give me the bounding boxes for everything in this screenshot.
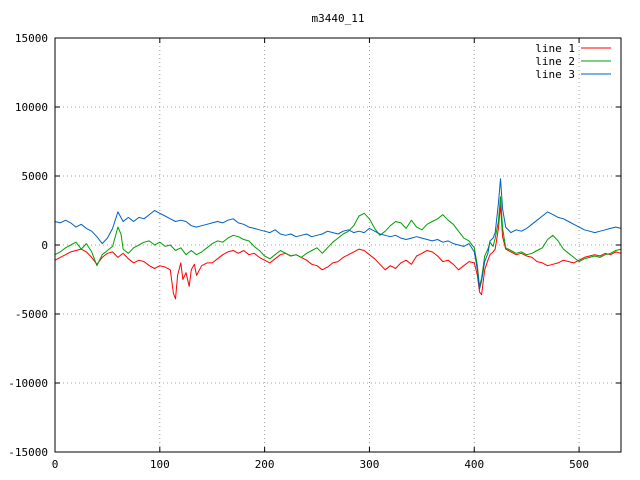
grid <box>55 38 621 452</box>
y-tick-label: -5000 <box>15 308 48 321</box>
x-tick-label: 100 <box>150 458 170 471</box>
y-tick-label: 15000 <box>15 32 48 45</box>
chart-title: m3440_11 <box>312 12 365 25</box>
x-tick-label: 500 <box>569 458 589 471</box>
legend-label-1: line 1 <box>535 42 575 55</box>
y-tick-label: 0 <box>41 239 48 252</box>
x-tick-label: 300 <box>360 458 380 471</box>
series-line-2 <box>54 196 622 287</box>
y-tick-label: -10000 <box>8 377 48 390</box>
series-line-3 <box>54 178 622 290</box>
legend-label-2: line 2 <box>535 55 575 68</box>
series-line-1 <box>54 204 622 300</box>
x-tick-label: 0 <box>52 458 59 471</box>
x-tick-label: 200 <box>255 458 275 471</box>
legend-label-3: line 3 <box>535 68 575 81</box>
x-tick-label: 400 <box>464 458 484 471</box>
y-tick-label: 10000 <box>15 101 48 114</box>
y-tick-label: -15000 <box>8 446 48 459</box>
y-tick-label: 5000 <box>22 170 49 183</box>
series-layer <box>54 178 622 300</box>
ticks: 0 100 200 300 400 500 -15000 -10000 -5000 0 5000 10… <box>8 32 621 471</box>
